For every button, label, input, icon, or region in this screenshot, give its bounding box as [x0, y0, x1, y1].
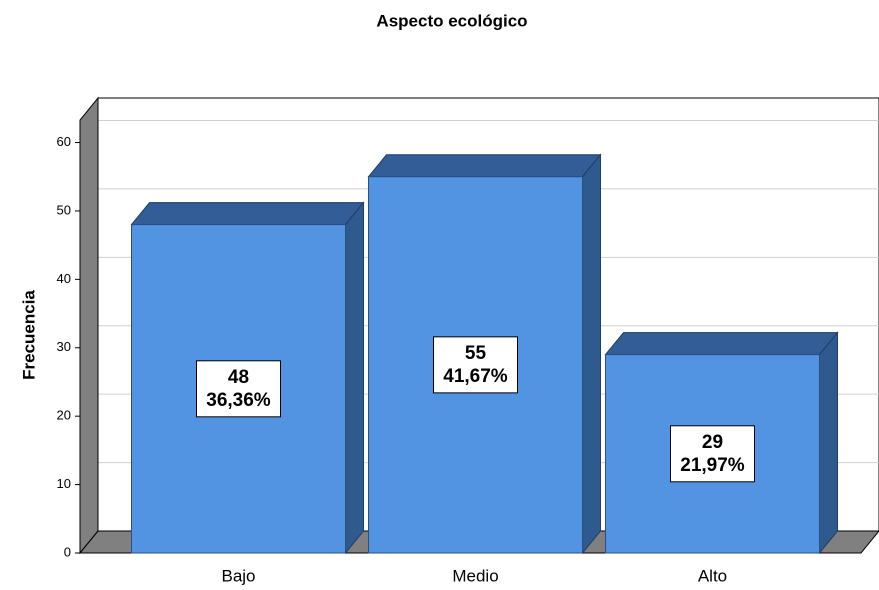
- y-tick-label: 30: [57, 339, 71, 354]
- y-tick-label: 0: [64, 544, 71, 559]
- data-label-percent: 41,67%: [443, 366, 508, 387]
- left-wall: [79, 96, 99, 555]
- y-tick-label: 40: [57, 271, 71, 286]
- data-label-box: [196, 360, 281, 418]
- y-tick-label: 60: [57, 134, 71, 149]
- bar-top: [367, 154, 602, 178]
- bar-side: [582, 153, 601, 555]
- chart-title: Aspecto ecológico: [376, 11, 527, 30]
- y-tick-label: 50: [57, 202, 71, 217]
- data-label-percent: 36,36%: [206, 390, 271, 411]
- data-label-box: [433, 336, 518, 394]
- y-axis-title: Frecuencia: [19, 290, 38, 380]
- data-label-count: 48: [228, 367, 249, 388]
- data-label-box: [670, 425, 755, 483]
- data-label-count: 29: [702, 432, 723, 453]
- y-tick-label: 20: [57, 408, 71, 423]
- data-label-count: 55: [465, 343, 487, 364]
- bar-side: [819, 331, 838, 555]
- data-label-percent: 21,97%: [680, 455, 745, 476]
- bar-side: [345, 201, 364, 555]
- bar-top: [604, 332, 839, 356]
- x-tick-label: Medio: [452, 566, 498, 585]
- y-tick-label: 10: [57, 476, 71, 491]
- bar-top: [130, 202, 365, 226]
- x-tick-label: Alto: [698, 566, 727, 585]
- x-tick-label: Bajo: [221, 566, 255, 585]
